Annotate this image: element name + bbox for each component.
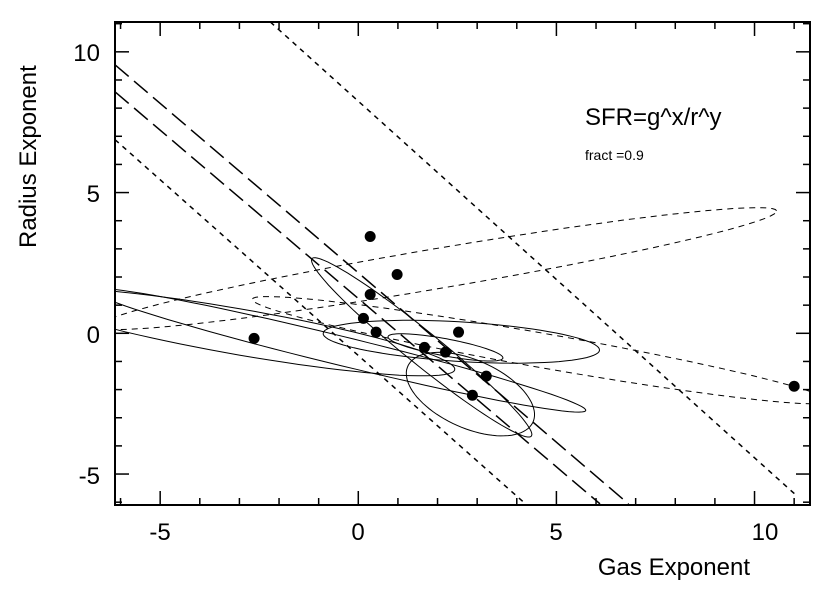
confidence-ellipse <box>322 319 601 364</box>
confidence-ellipse <box>310 257 533 438</box>
confidence-ellipse <box>115 207 778 331</box>
data-point <box>370 326 382 338</box>
x-tick-label: 5 <box>549 519 562 546</box>
fit-line <box>115 139 526 505</box>
y-tick-label: -5 <box>79 463 100 490</box>
y-tick-label: 10 <box>73 40 100 67</box>
fit-line <box>115 64 630 505</box>
plot-frame <box>114 21 811 506</box>
data-point <box>248 332 260 344</box>
data-point <box>364 288 376 300</box>
y-tick-label: 0 <box>87 322 100 349</box>
data-point <box>788 380 800 392</box>
data-point <box>439 346 451 358</box>
y-tick-label: 5 <box>87 181 100 208</box>
x-tick-label: 10 <box>752 519 779 546</box>
data-point <box>391 268 403 280</box>
y-axis-label: Radius Exponent <box>15 65 42 248</box>
confidence-ellipse <box>387 333 504 362</box>
confidence-ellipse <box>115 288 587 413</box>
fit-line <box>269 22 797 496</box>
confidence-ellipse <box>115 290 456 377</box>
confidence-ellipse <box>251 296 810 405</box>
x-tick-label: -5 <box>149 519 170 546</box>
data-point <box>453 326 465 338</box>
data-point <box>480 370 492 382</box>
plot-area <box>115 22 810 505</box>
data-point <box>418 341 430 353</box>
data-point <box>364 230 376 242</box>
x-tick-label: 0 <box>351 519 364 546</box>
fit-line <box>115 91 601 505</box>
fraction-annotation: fract =0.9 <box>585 147 644 163</box>
x-axis-label: Gas Exponent <box>598 554 750 581</box>
data-point <box>357 312 369 324</box>
confidence-ellipse <box>405 351 535 437</box>
data-point <box>466 389 478 401</box>
axis-ticks <box>115 22 810 505</box>
formula-annotation: SFR=g^x/r^y <box>585 104 722 131</box>
